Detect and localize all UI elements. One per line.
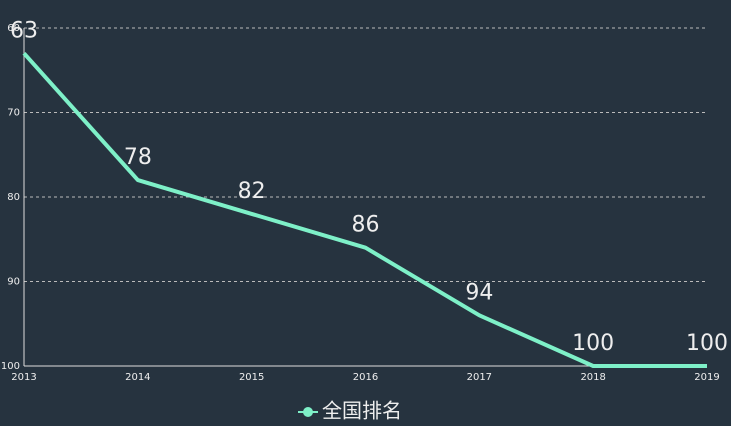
data-label: 100 bbox=[686, 331, 728, 356]
y-tick-label: 60 bbox=[7, 23, 20, 34]
line bbox=[22, 52, 707, 368]
data-label: 63 bbox=[10, 18, 38, 43]
x-tick-label: 2016 bbox=[353, 372, 378, 383]
legend-label: 全国排名 bbox=[322, 399, 402, 423]
legend-marker bbox=[303, 407, 313, 417]
x-tick-label: 2018 bbox=[580, 372, 605, 383]
x-tick-label: 2014 bbox=[125, 372, 150, 383]
data-label: 100 bbox=[572, 331, 614, 356]
data-label: 78 bbox=[124, 145, 152, 170]
data-label: 94 bbox=[465, 280, 493, 305]
x-tick-label: 2019 bbox=[694, 372, 719, 383]
y-tick-label: 100 bbox=[1, 361, 20, 372]
x-tick-label: 2017 bbox=[467, 372, 492, 383]
y-tick-label: 70 bbox=[7, 108, 20, 119]
data-label: 86 bbox=[352, 213, 380, 238]
y-tick-label: 90 bbox=[7, 277, 20, 288]
y-tick-label: 80 bbox=[7, 192, 20, 203]
data-label: 82 bbox=[238, 179, 266, 204]
x-tick-label: 2015 bbox=[239, 372, 264, 383]
x-tick-label: 2013 bbox=[11, 372, 36, 383]
